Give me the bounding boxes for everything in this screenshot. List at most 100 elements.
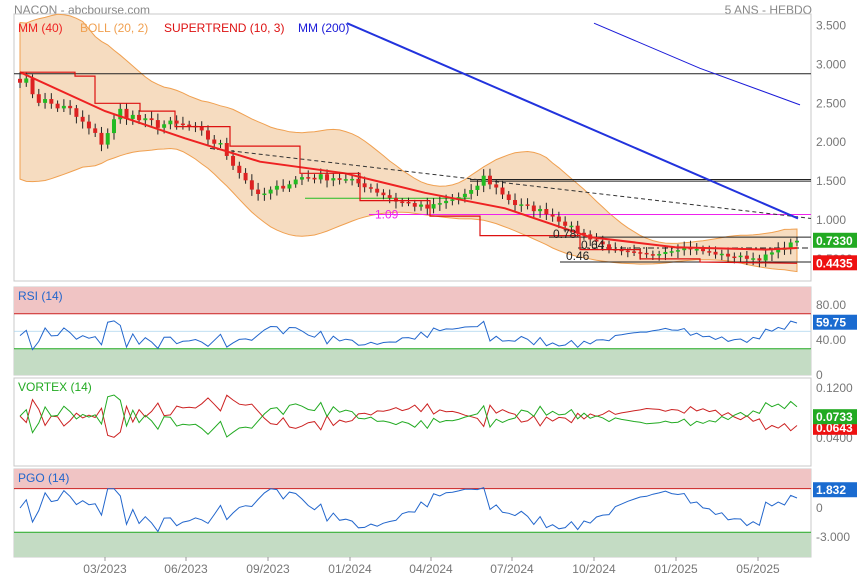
candle-body bbox=[500, 187, 505, 195]
candle-body bbox=[726, 253, 731, 257]
candle-body bbox=[86, 121, 91, 129]
price-y-tick: 3.000 bbox=[816, 57, 846, 71]
candle-body bbox=[299, 177, 304, 180]
candle-body bbox=[619, 249, 624, 252]
candle-body bbox=[143, 118, 148, 121]
candle-body bbox=[274, 185, 279, 190]
candle-body bbox=[481, 175, 486, 186]
candle-body bbox=[205, 130, 210, 140]
candle-body bbox=[419, 204, 424, 207]
candle-body bbox=[180, 123, 185, 126]
x-axis-label: 01/2024 bbox=[328, 562, 372, 576]
candle-body bbox=[650, 254, 655, 256]
candle-body bbox=[437, 203, 442, 205]
candle-body bbox=[525, 204, 530, 206]
price-y-tick: 2.500 bbox=[816, 96, 846, 110]
last-price-tag-bg bbox=[813, 232, 857, 248]
vortex-minus-line bbox=[19, 394, 798, 438]
candle-body bbox=[350, 178, 355, 181]
candle-body bbox=[187, 124, 192, 127]
supertrend-tag: 0.4435 bbox=[816, 256, 853, 270]
candle-body bbox=[506, 194, 511, 200]
x-axis-label: 07/2024 bbox=[490, 562, 534, 576]
candle-body bbox=[162, 124, 167, 128]
candle-body bbox=[393, 197, 398, 202]
candle-body bbox=[600, 241, 605, 245]
candle-body bbox=[594, 239, 599, 242]
candle-body bbox=[256, 189, 261, 195]
candle-body bbox=[237, 165, 242, 173]
candle-body bbox=[168, 120, 173, 125]
candle-body bbox=[375, 188, 380, 193]
candle-body bbox=[757, 258, 762, 261]
candle-body bbox=[362, 183, 367, 188]
candle-body bbox=[544, 208, 549, 215]
candle-body bbox=[494, 184, 499, 188]
candle-body bbox=[318, 174, 323, 180]
candle-body bbox=[281, 185, 286, 189]
candle-body bbox=[218, 143, 223, 145]
candle-body bbox=[625, 250, 630, 253]
candle-body bbox=[531, 205, 536, 212]
x-axis-label: 01/2025 bbox=[654, 562, 698, 576]
candle-body bbox=[249, 180, 254, 190]
x-axis-label: 03/2023 bbox=[83, 562, 127, 576]
candle-body bbox=[212, 139, 217, 144]
candle-body bbox=[632, 251, 637, 253]
blue-trend-line bbox=[346, 22, 799, 220]
candle-body bbox=[24, 78, 29, 83]
candle-body bbox=[795, 240, 799, 243]
rsi-y-tick: 0 bbox=[816, 368, 823, 382]
candle-body bbox=[769, 252, 774, 255]
candle-body bbox=[513, 199, 518, 206]
candle-body bbox=[268, 189, 273, 194]
mm40-line bbox=[19, 71, 798, 251]
last-price-tag: 0.7330 bbox=[816, 234, 853, 248]
candle-body bbox=[111, 119, 116, 134]
candle-body bbox=[738, 255, 743, 258]
x-axis-label: 06/2023 bbox=[164, 562, 208, 576]
candle-body bbox=[174, 120, 179, 124]
candle-body bbox=[325, 174, 330, 181]
candle-body bbox=[337, 178, 342, 180]
candle-body bbox=[381, 192, 386, 196]
candle-body bbox=[199, 126, 204, 131]
candle-body bbox=[243, 172, 248, 181]
pgo-tag-bg bbox=[813, 482, 857, 498]
candle-body bbox=[306, 177, 311, 179]
pgo-line bbox=[19, 486, 798, 533]
vortex-green-tag: 0.0733 bbox=[816, 410, 853, 424]
candle-body bbox=[224, 143, 229, 156]
candle-body bbox=[569, 225, 574, 228]
annotation-064: 0.64 bbox=[581, 238, 605, 252]
pgo-title: PGO (14) bbox=[18, 471, 69, 485]
candle-body bbox=[563, 221, 568, 226]
vortex-red-tag: 0.0643 bbox=[816, 421, 853, 435]
rsi-y-tick: 80.00 bbox=[816, 298, 846, 312]
candle-body bbox=[663, 251, 668, 255]
candle-body bbox=[556, 216, 561, 222]
rsi-tag-bg bbox=[813, 314, 857, 330]
pgo-y-tick: -3.000 bbox=[816, 530, 850, 544]
pgo-lower-zone bbox=[14, 532, 811, 557]
candle-body bbox=[99, 132, 104, 145]
candle-body bbox=[669, 251, 674, 253]
candle-body bbox=[36, 94, 41, 103]
candle-body bbox=[412, 203, 417, 207]
vortex-y-tick: 0.1200 bbox=[816, 381, 853, 395]
candle-body bbox=[431, 204, 436, 209]
rsi-tag: 59.75 bbox=[816, 316, 846, 330]
candle-body bbox=[682, 246, 687, 251]
candle-body bbox=[80, 116, 85, 122]
candle-body bbox=[475, 185, 480, 190]
candle-body bbox=[130, 114, 135, 119]
x-axis-label: 05/2025 bbox=[736, 562, 780, 576]
candle-body bbox=[43, 99, 48, 103]
candle-body bbox=[312, 177, 317, 180]
rsi-overbought-zone bbox=[14, 287, 811, 314]
candle-body bbox=[456, 197, 461, 200]
candle-body bbox=[124, 108, 129, 119]
legend-item-3: MM (200) bbox=[298, 21, 349, 35]
candle-body bbox=[425, 204, 430, 209]
